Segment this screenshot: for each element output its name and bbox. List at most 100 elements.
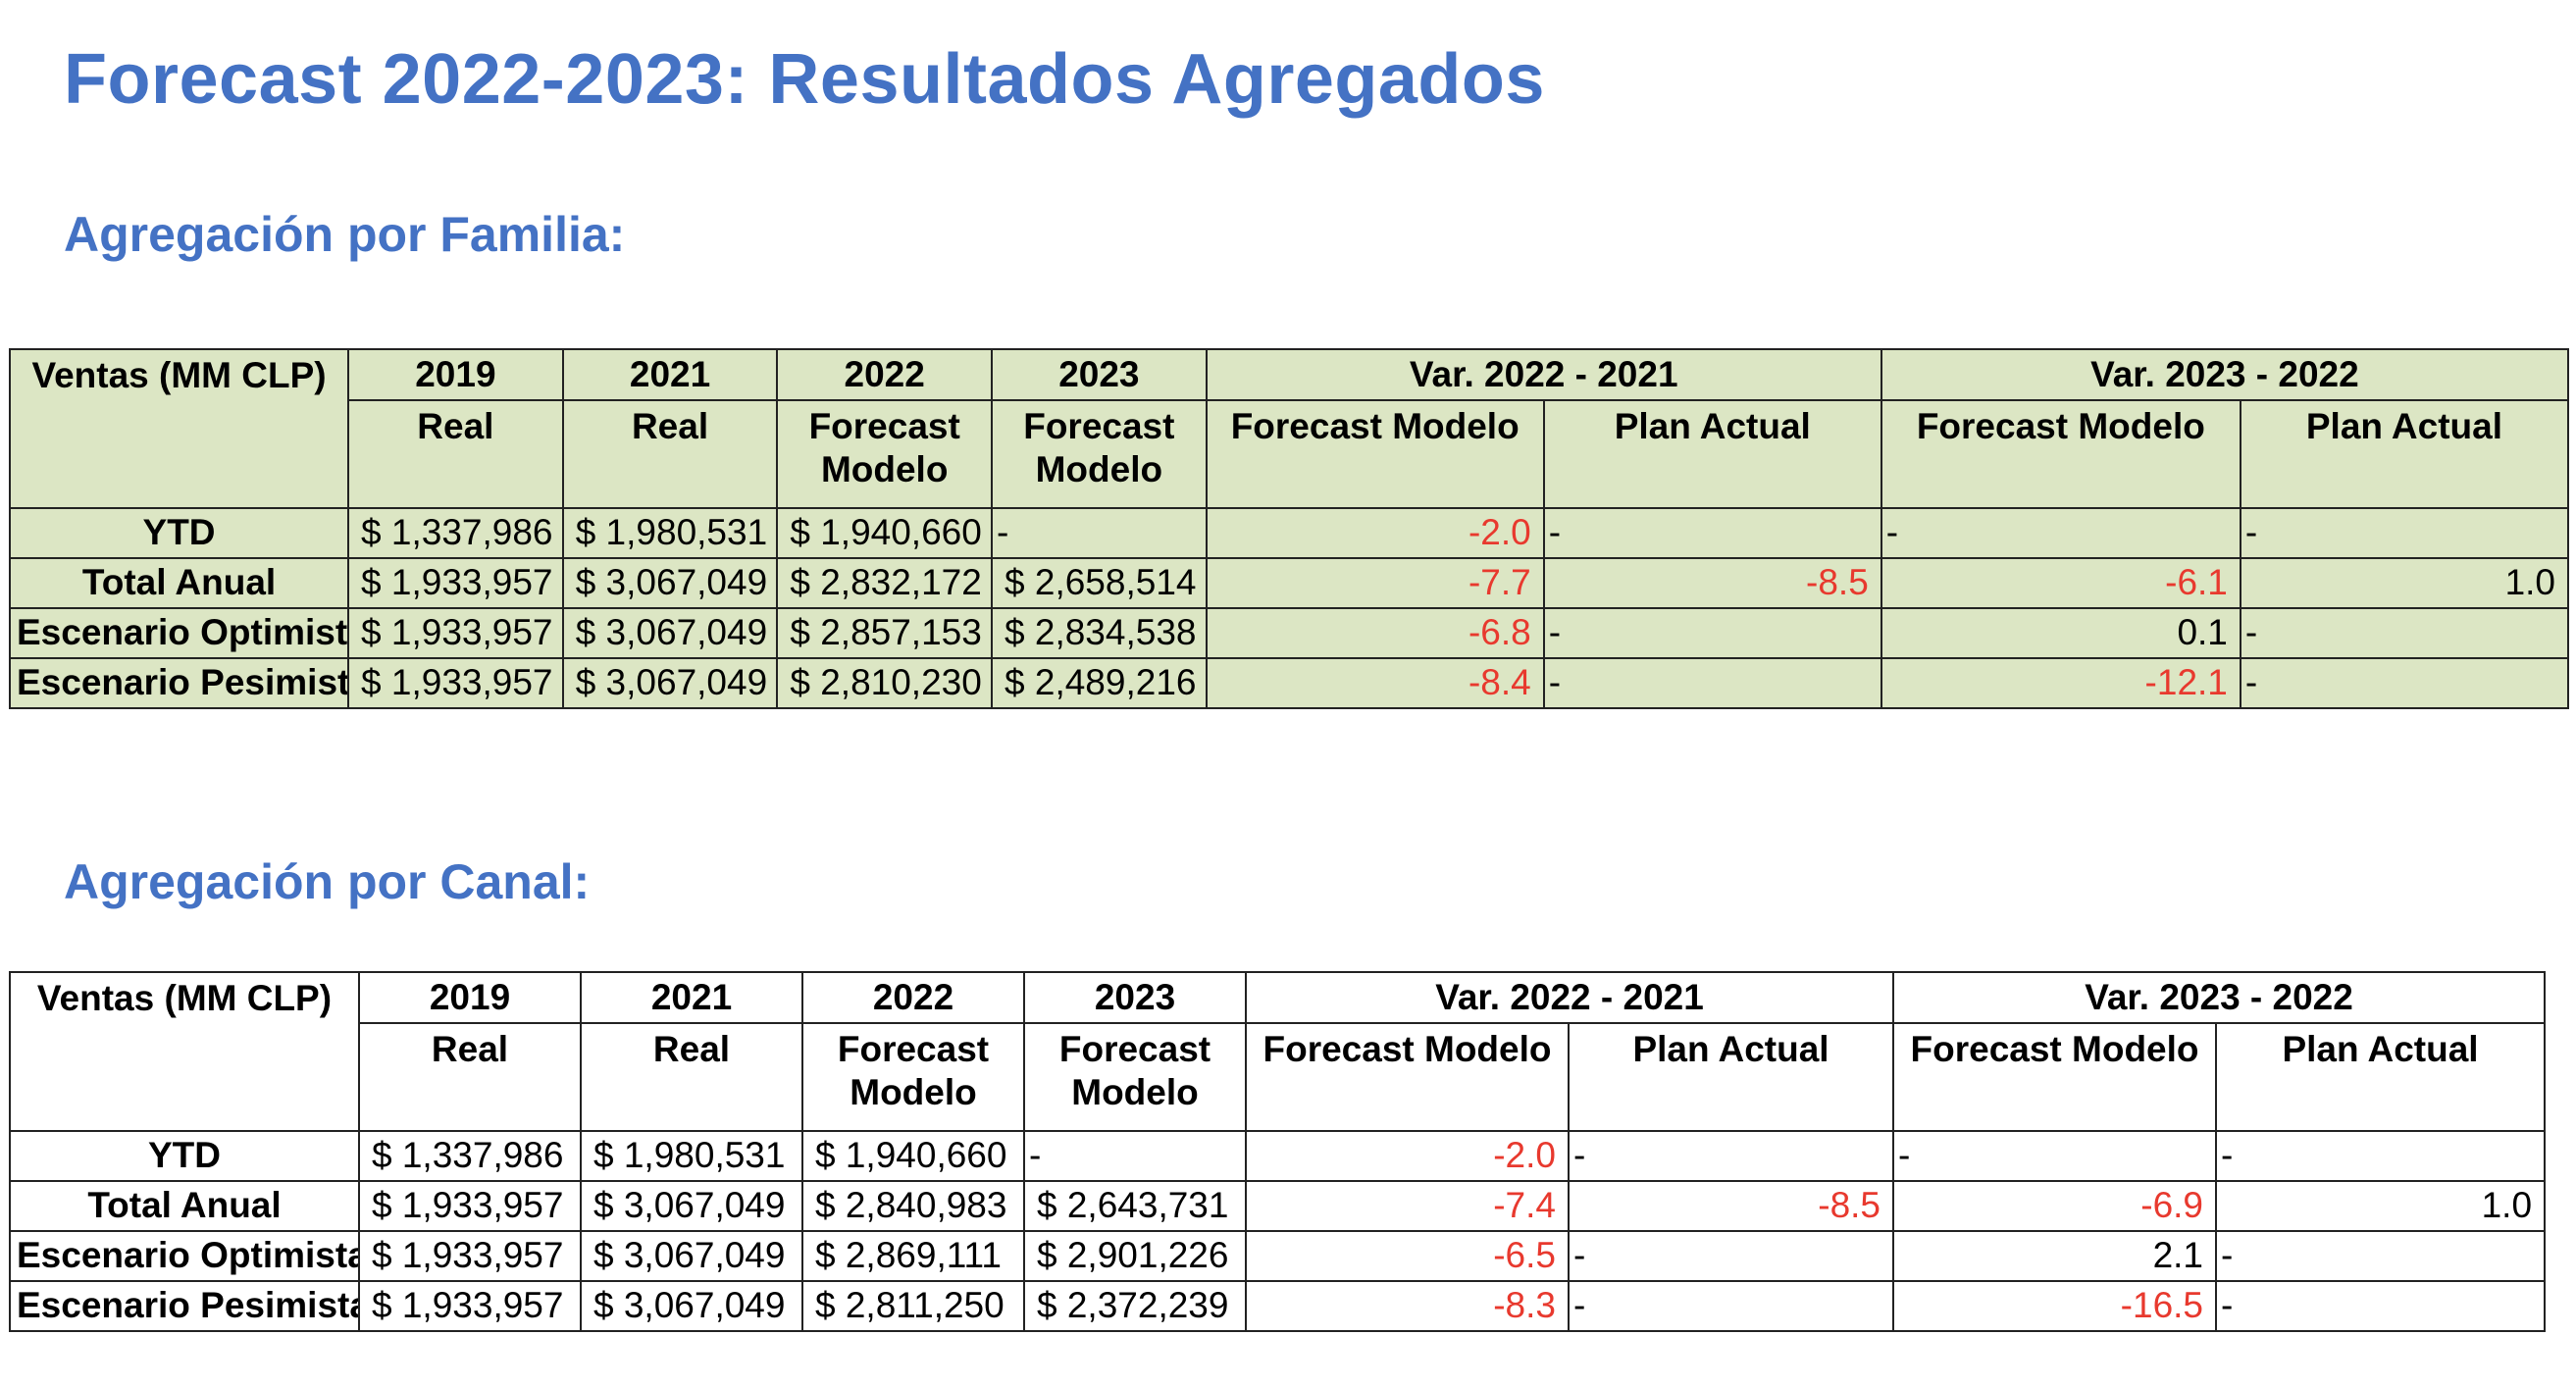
var1-plan-actual: -8.5 [1567, 1180, 1895, 1232]
canal-table: Ventas (MM CLP) 2019 2021 2022 2023 Var.… [9, 971, 2547, 1332]
value-2019: $ 1,933,957 [358, 1180, 582, 1232]
value-2021: $ 3,067,049 [561, 557, 779, 609]
year-subheader: Forecast Modelo [991, 399, 1208, 509]
var2-plan-actual: - [2239, 657, 2570, 709]
year-subheader: Forecast Modelo [1023, 1022, 1247, 1132]
year-subheader: Forecast Modelo [801, 1022, 1025, 1132]
header-row-sub: Real Real Forecast Modelo Forecast Model… [10, 1022, 2547, 1132]
year-subheader: Real [561, 399, 779, 509]
table-body: Ventas (MM CLP) 2019 2021 2022 2023 Var.… [8, 348, 2570, 709]
year-subheader: Real [358, 1022, 582, 1132]
value-2022: $ 2,840,983 [801, 1180, 1025, 1232]
var1-forecast-modelo: -6.8 [1205, 607, 1545, 659]
table-row: Total Anual $ 1,933,957 $ 3,067,049 $ 2,… [9, 1180, 2547, 1232]
var1-plan-actual: -8.5 [1542, 557, 1882, 609]
var1-forecast-modelo: -8.3 [1245, 1280, 1570, 1332]
value-2019: $ 1,337,986 [358, 1130, 582, 1182]
var2-forecast-modelo: 0.1 [1880, 607, 2241, 659]
table-row: Escenario Pesimista $ 1,933,957 $ 3,067,… [8, 657, 2570, 709]
var-subheader: Forecast Modelo [1245, 1022, 1570, 1132]
row-label: Escenario Optimista [8, 607, 350, 659]
year-header: 2019 [358, 971, 582, 1024]
value-2023: - [1023, 1130, 1247, 1182]
year-header: 2021 [580, 971, 803, 1024]
value-2021: $ 3,067,049 [561, 607, 779, 659]
value-2019: $ 1,933,957 [347, 657, 564, 709]
var1-plan-actual: - [1567, 1130, 1895, 1182]
var-subheader: Plan Actual [2239, 399, 2570, 509]
row-label: YTD [9, 1130, 360, 1182]
value-2021: $ 1,980,531 [561, 507, 779, 559]
section-title-familia: Agregación por Familia: [64, 207, 626, 262]
value-2019: $ 1,933,957 [358, 1230, 582, 1282]
value-2023: $ 2,901,226 [1023, 1230, 1247, 1282]
var-2022-2021-header: Var. 2022 - 2021 [1244, 971, 1895, 1024]
var2-plan-actual: 1.0 [2215, 1180, 2547, 1232]
table-row: Total Anual $ 1,933,957 $ 3,067,049 $ 2,… [8, 557, 2570, 609]
value-2021: $ 3,067,049 [561, 657, 779, 709]
year-header: 2019 [347, 348, 564, 401]
year-subheader: Real [347, 399, 564, 509]
row-label: Escenario Optimista [9, 1230, 360, 1282]
var2-forecast-modelo: -16.5 [1892, 1280, 2218, 1332]
row-label: Total Anual [9, 1180, 360, 1232]
table-body: Ventas (MM CLP) 2019 2021 2022 2023 Var.… [9, 971, 2547, 1332]
var1-forecast-modelo: -8.4 [1205, 657, 1545, 709]
header-row-years: Ventas (MM CLP) 2019 2021 2022 2023 Var.… [8, 348, 2570, 509]
var-subheader: Forecast Modelo [1892, 1022, 2218, 1132]
value-2023: $ 2,489,216 [991, 657, 1208, 709]
var2-forecast-modelo: - [1880, 507, 2241, 559]
table-row: Escenario Optimista $ 1,933,957 $ 3,067,… [8, 607, 2570, 659]
var2-plan-actual: - [2239, 607, 2570, 659]
table-row: Escenario Pesimista $ 1,933,957 $ 3,067,… [9, 1280, 2547, 1332]
value-2023: $ 2,658,514 [991, 557, 1208, 609]
var-2023-2022-header: Var. 2023 - 2022 [1892, 971, 2547, 1024]
var1-forecast-modelo: -6.5 [1245, 1230, 1570, 1282]
var1-forecast-modelo: -7.4 [1245, 1180, 1570, 1232]
familia-table: Ventas (MM CLP) 2019 2021 2022 2023 Var.… [8, 348, 2570, 709]
value-2022: $ 2,857,153 [776, 607, 994, 659]
var2-forecast-modelo: -12.1 [1880, 657, 2241, 709]
header-row-sub: Real Real Forecast Modelo Forecast Model… [10, 399, 2570, 509]
var-subheader: Forecast Modelo [1205, 399, 1545, 509]
var1-plan-actual: - [1542, 607, 1882, 659]
var-subheader: Plan Actual [1567, 1022, 1895, 1132]
table-row: YTD $ 1,337,986 $ 1,980,531 $ 1,940,660 … [8, 507, 2570, 559]
var1-plan-actual: - [1542, 657, 1882, 709]
value-2023: - [991, 507, 1208, 559]
value-2019: $ 1,933,957 [347, 607, 564, 659]
var2-forecast-modelo: -6.9 [1892, 1180, 2218, 1232]
var-2023-2022-header: Var. 2023 - 2022 [1880, 348, 2570, 401]
page-title: Forecast 2022-2023: Resultados Agregados [64, 40, 1545, 119]
var2-plan-actual: - [2239, 507, 2570, 559]
value-2022: $ 1,940,660 [801, 1130, 1025, 1182]
value-2022: $ 2,869,111 [801, 1230, 1025, 1282]
value-2022: $ 2,811,250 [801, 1280, 1025, 1332]
var2-plan-actual: - [2215, 1130, 2547, 1182]
value-2023: $ 2,372,239 [1023, 1280, 1247, 1332]
year-header: 2022 [776, 348, 994, 401]
var1-plan-actual: - [1542, 507, 1882, 559]
value-2021: $ 1,980,531 [580, 1130, 803, 1182]
year-header: 2023 [991, 348, 1208, 401]
table-row: YTD $ 1,337,986 $ 1,980,531 $ 1,940,660 … [9, 1130, 2547, 1182]
value-2019: $ 1,933,957 [358, 1280, 582, 1332]
var1-forecast-modelo: -2.0 [1205, 507, 1545, 559]
header-row-years: Ventas (MM CLP) 2019 2021 2022 2023 Var.… [9, 971, 2547, 1132]
section-title-canal: Agregación por Canal: [64, 854, 591, 909]
row-label: YTD [8, 507, 350, 559]
var1-forecast-modelo: -2.0 [1245, 1130, 1570, 1182]
year-subheader: Real [580, 1022, 803, 1132]
var-subheader: Plan Actual [2215, 1022, 2547, 1132]
var2-plan-actual: 1.0 [2239, 557, 2570, 609]
var2-forecast-modelo: -6.1 [1880, 557, 2241, 609]
year-header: 2022 [801, 971, 1025, 1024]
row-label: Escenario Pesimista [8, 657, 350, 709]
value-2021: $ 3,067,049 [580, 1280, 803, 1332]
var2-plan-actual: - [2215, 1280, 2547, 1332]
table-row: Escenario Optimista $ 1,933,957 $ 3,067,… [9, 1230, 2547, 1282]
var1-forecast-modelo: -7.7 [1205, 557, 1545, 609]
value-2023: $ 2,643,731 [1023, 1180, 1247, 1232]
value-2021: $ 3,067,049 [580, 1230, 803, 1282]
corner-header: Ventas (MM CLP) [9, 971, 360, 1132]
